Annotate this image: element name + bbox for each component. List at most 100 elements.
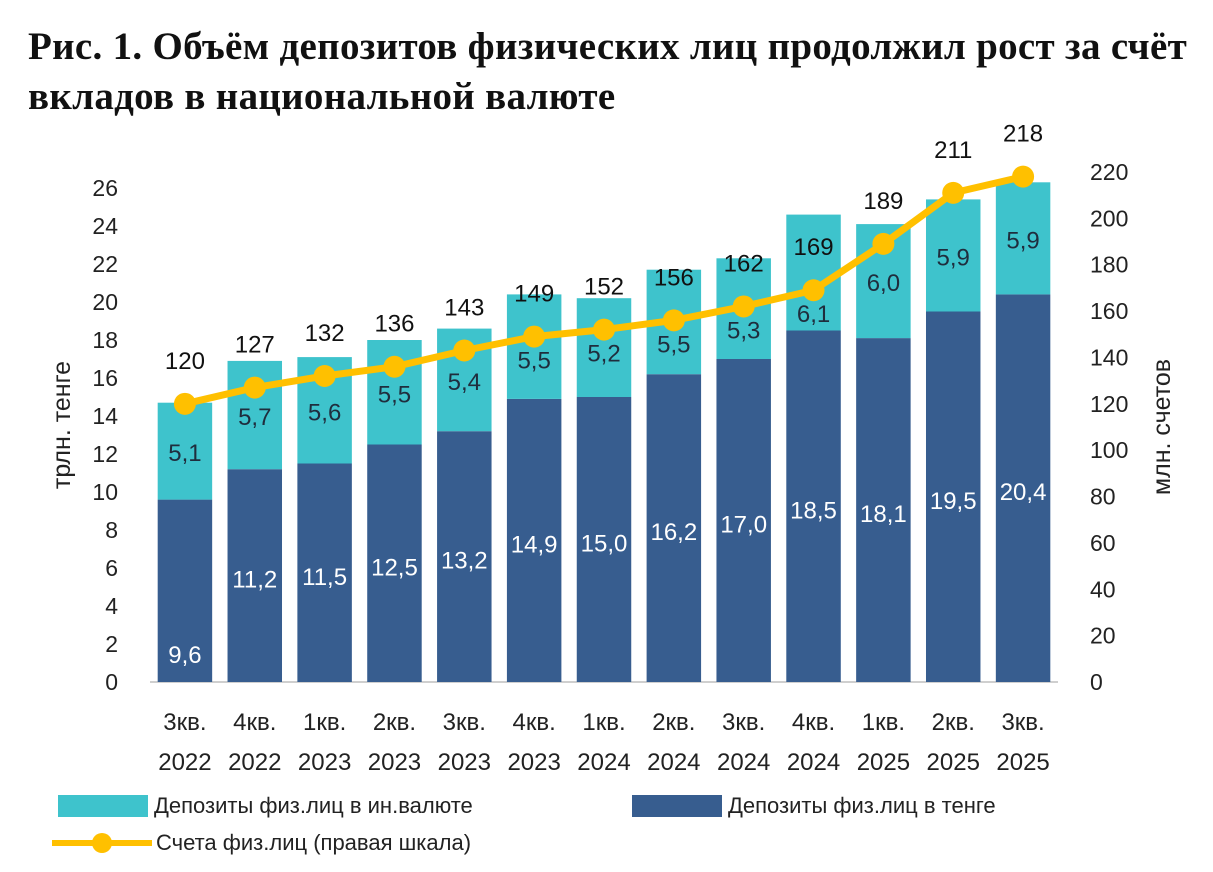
legend-item-foreign: Депозиты физ.лиц в ин.валюте — [58, 793, 473, 819]
y2-tick-label: 60 — [1090, 530, 1116, 556]
data-label-tenge: 18,5 — [790, 497, 837, 524]
point-accounts — [453, 339, 476, 362]
x-tick-label-year: 2023 — [298, 749, 351, 776]
data-label-tenge: 16,2 — [650, 519, 697, 546]
data-label-tenge: 13,2 — [441, 548, 488, 575]
legend-label-foreign: Депозиты физ.лиц в ин.валюте — [154, 793, 473, 818]
x-tick-label-quarter: 2кв. — [652, 709, 695, 736]
bar-foreign — [157, 402, 213, 500]
x-tick-label-quarter: 1кв. — [303, 709, 346, 736]
y-tick-label: 20 — [92, 289, 118, 315]
point-accounts — [802, 279, 825, 302]
y2-tick-label: 80 — [1090, 484, 1116, 510]
y-tick-label: 16 — [92, 365, 118, 391]
y-tick-label: 26 — [92, 175, 118, 201]
legend-item-tenge: Депозиты физ.лиц в тенге — [632, 793, 996, 819]
bar-tenge — [856, 338, 911, 682]
data-label-accounts: 211 — [934, 137, 972, 164]
bar-tenge — [367, 444, 422, 682]
y-tick-label: 24 — [92, 213, 118, 239]
y-tick-label: 14 — [92, 403, 118, 429]
data-label-accounts: 152 — [584, 274, 624, 301]
y-tick-label: 12 — [92, 441, 118, 467]
data-label-foreign: 5,7 — [238, 404, 271, 431]
x-tick-label-year: 2023 — [438, 749, 491, 776]
point-accounts — [732, 295, 755, 318]
data-label-tenge: 18,1 — [860, 501, 907, 528]
x-tick-label-year: 2024 — [717, 749, 770, 776]
legend-swatch-accounts — [52, 832, 152, 854]
x-tick-label-year: 2024 — [647, 749, 700, 776]
bar-foreign — [786, 214, 841, 331]
data-label-accounts: 120 — [165, 348, 205, 375]
data-label-accounts: 162 — [724, 250, 764, 277]
bar-foreign — [576, 298, 632, 397]
x-tick-label-quarter: 1кв. — [862, 709, 905, 736]
point-accounts — [383, 355, 406, 378]
data-label-accounts: 189 — [863, 188, 903, 215]
data-label-foreign: 5,6 — [308, 399, 341, 426]
legend-swatch-tenge — [632, 795, 722, 817]
x-tick-label-year: 2022 — [158, 749, 211, 776]
data-label-foreign: 5,5 — [517, 348, 550, 375]
x-tick-label-year: 2025 — [996, 749, 1049, 776]
data-label-foreign: 6,0 — [867, 270, 900, 297]
data-label-tenge: 11,2 — [232, 567, 277, 594]
x-tick-label-year: 2025 — [857, 749, 910, 776]
data-label-accounts: 218 — [1003, 121, 1043, 148]
data-label-tenge: 15,0 — [581, 531, 628, 558]
data-label-foreign: 5,5 — [657, 331, 690, 358]
x-tick-label-quarter: 3кв. — [443, 709, 486, 736]
point-accounts — [173, 392, 196, 415]
legend-swatch-foreign — [58, 795, 148, 817]
data-label-accounts: 143 — [444, 295, 484, 322]
data-label-accounts: 149 — [514, 281, 554, 308]
bar-tenge — [925, 311, 981, 682]
data-label-foreign: 5,2 — [587, 341, 620, 368]
x-tick-label-quarter: 3кв. — [1001, 709, 1044, 736]
y2-axis-title: млн. счетов — [1148, 359, 1176, 495]
bar-tenge — [157, 499, 213, 682]
data-label-tenge: 11,5 — [302, 564, 347, 591]
bar-tenge — [506, 398, 562, 682]
y2-tick-label: 140 — [1090, 344, 1128, 370]
y-axis-title: трлн. тенге — [48, 361, 76, 489]
x-tick-label-year: 2023 — [507, 749, 560, 776]
data-label-accounts: 127 — [235, 332, 275, 359]
data-label-foreign: 5,3 — [727, 317, 760, 344]
point-accounts — [872, 232, 895, 255]
point-accounts — [243, 376, 266, 399]
y2-tick-label: 0 — [1090, 669, 1103, 695]
x-tick-label-quarter: 2кв. — [932, 709, 975, 736]
data-label-accounts: 136 — [374, 311, 414, 338]
data-label-foreign: 6,1 — [797, 301, 830, 328]
bar-tenge — [786, 330, 841, 682]
y-tick-label: 22 — [92, 251, 118, 277]
bar-tenge — [297, 463, 352, 682]
x-tick-label-year: 2024 — [787, 749, 840, 776]
y-tick-label: 6 — [105, 555, 118, 581]
chart-title: Рис. 1. Объём депозитов физических лиц п… — [28, 25, 1188, 118]
x-tick-label-year: 2025 — [927, 749, 980, 776]
data-label-tenge: 19,5 — [930, 488, 977, 515]
legend-item-accounts: Счета физ.лиц (правая шкала) — [52, 830, 471, 856]
y2-tick-label: 100 — [1090, 437, 1128, 463]
y-tick-label: 4 — [105, 593, 118, 619]
x-tick-label-quarter: 4кв. — [233, 709, 276, 736]
bar-tenge — [995, 294, 1051, 682]
data-label-tenge: 12,5 — [371, 554, 418, 581]
data-label-accounts: 132 — [305, 320, 345, 347]
legend-label-accounts: Счета физ.лиц (правая шкала) — [156, 830, 472, 855]
data-label-foreign: 5,9 — [1006, 227, 1039, 254]
y2-tick-label: 160 — [1090, 298, 1128, 324]
bar-foreign — [995, 182, 1051, 295]
x-tick-label-year: 2024 — [577, 749, 630, 776]
y2-tick-label: 120 — [1090, 391, 1128, 417]
y-tick-label: 10 — [92, 479, 118, 505]
data-label-foreign: 5,9 — [937, 244, 970, 271]
x-tick-label-quarter: 3кв. — [163, 709, 206, 736]
point-accounts — [662, 309, 685, 332]
y2-tick-label: 220 — [1090, 159, 1128, 185]
x-tick-label-quarter: 1кв. — [582, 709, 625, 736]
